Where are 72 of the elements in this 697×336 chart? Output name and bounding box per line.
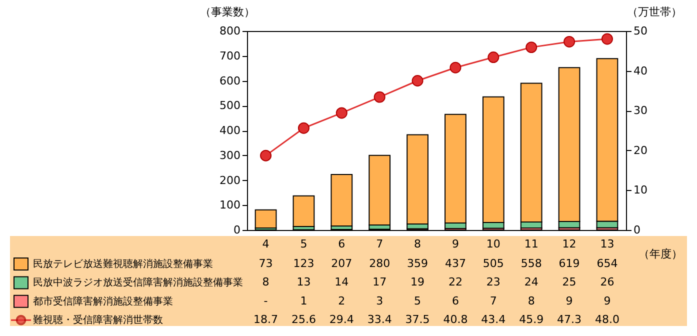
data-label: 73 xyxy=(258,257,273,270)
data-label: 25 xyxy=(562,276,576,289)
legend-label: 難視聴・受信障害解消世帯数 xyxy=(33,314,163,326)
data-label: 9 xyxy=(604,294,611,308)
x-tick-label: 13 xyxy=(600,238,614,250)
data-label: 24 xyxy=(524,276,538,289)
data-label: 29.4 xyxy=(329,313,354,326)
data-label: 37.5 xyxy=(405,313,430,326)
y2-axis-title: （万世帯） xyxy=(627,6,682,18)
data-label: 2 xyxy=(338,294,346,308)
x-tick-label: 11 xyxy=(524,238,538,250)
y-tick-label: 0 xyxy=(234,224,240,236)
text: - xyxy=(264,294,268,308)
data-label: 505 xyxy=(482,257,504,270)
data-label: 7 xyxy=(490,294,497,308)
y-tick-label: 600 xyxy=(220,74,240,88)
data-label: 47.3 xyxy=(557,313,582,326)
data-label: 23 xyxy=(486,276,500,289)
data-label: 43.4 xyxy=(481,313,506,326)
x-tick-label: 9 xyxy=(452,238,459,250)
data-label: 17 xyxy=(372,276,387,289)
legend-label: 民放中波ラジオ放送受信障害解消施設整備事業 xyxy=(33,276,243,289)
data-label: 8 xyxy=(262,276,270,289)
data-label: 8 xyxy=(528,294,535,308)
y-tick-label: 400 xyxy=(220,124,240,137)
data-label: 3 xyxy=(376,294,384,308)
legend-label: 民放テレビ放送難視聴解消施設整備事業 xyxy=(33,258,213,270)
data-label: 18.7 xyxy=(254,313,278,326)
y-tick-label: 700 xyxy=(220,49,240,62)
y-axis-title: （事業数） xyxy=(200,6,255,18)
x-tick-label: 4 xyxy=(262,238,270,250)
data-label: 619 xyxy=(558,257,580,270)
data-label: 19 xyxy=(410,276,425,289)
data-label: 1 xyxy=(300,294,308,308)
data-label: 6 xyxy=(452,294,459,308)
data-label: 25.6 xyxy=(291,313,316,326)
data-label: 13 xyxy=(296,276,311,289)
y2-tick-label: 10 xyxy=(634,184,648,197)
data-label: 558 xyxy=(520,257,542,270)
y-tick-label: 100 xyxy=(220,198,240,212)
y2-tick-label: 50 xyxy=(634,24,648,38)
y-tick-label: 500 xyxy=(220,99,240,112)
data-label: 45.9 xyxy=(519,313,544,326)
data-label: 48.0 xyxy=(594,313,620,326)
x-tick-label: 12 xyxy=(562,238,576,250)
x-tick-label: 6 xyxy=(338,238,346,250)
data-label: 437 xyxy=(444,257,466,270)
y2-tick-label: 30 xyxy=(634,104,648,118)
data-label: 5 xyxy=(414,294,422,308)
y-tick-label: 300 xyxy=(220,148,240,162)
data-label: 280 xyxy=(369,257,390,270)
data-label: 22 xyxy=(448,276,462,289)
data-label: 26 xyxy=(600,276,614,289)
y2-tick-label: 0 xyxy=(634,224,640,236)
x-axis-title: （年度） xyxy=(638,248,682,260)
data-label: 123 xyxy=(293,257,314,270)
data-label: 207 xyxy=(331,257,352,270)
x-tick-label: 8 xyxy=(414,238,422,250)
data-label: 9 xyxy=(566,294,573,308)
legend-label: 都市受信障害解消施設整備事業 xyxy=(33,295,173,308)
x-tick-label: 5 xyxy=(300,238,308,250)
data-label: 654 xyxy=(596,257,618,270)
y2-tick-label: 20 xyxy=(634,144,648,157)
data-label: 40.8 xyxy=(443,313,468,326)
x-tick-label: 10 xyxy=(486,238,500,250)
data-label: 33.4 xyxy=(367,313,392,326)
y-tick-label: 200 xyxy=(220,174,240,187)
data-label: 359 xyxy=(407,257,428,270)
x-tick-label: 7 xyxy=(376,238,384,250)
y2-tick-label: 40 xyxy=(634,64,648,78)
data-label: 14 xyxy=(334,276,349,289)
y-tick-label: 800 xyxy=(220,24,240,38)
